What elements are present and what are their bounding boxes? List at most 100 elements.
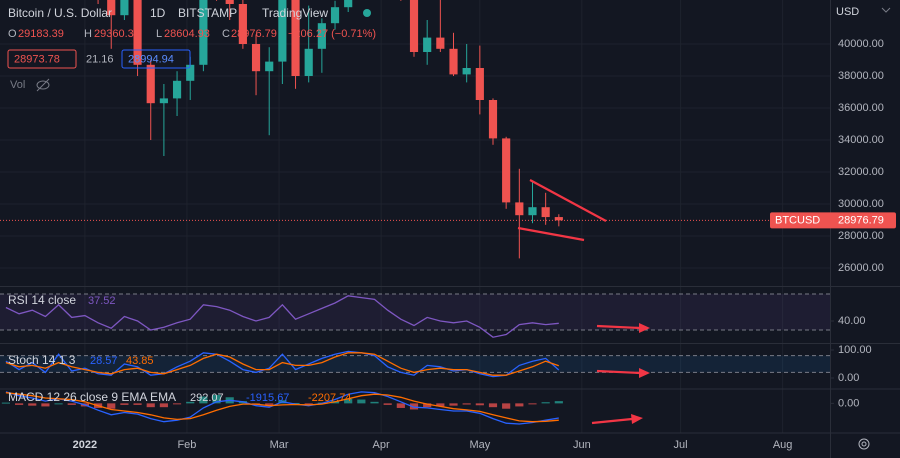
- histogram-bar: [28, 403, 37, 406]
- histogram-bar: [199, 396, 208, 404]
- y-tick-label: 0.00: [838, 397, 859, 409]
- histogram-bar: [475, 403, 484, 406]
- histogram-bar: [357, 399, 366, 404]
- ohlc-value: 29183.39: [18, 28, 64, 40]
- candle-body: [133, 0, 142, 65]
- candle-body: [409, 0, 419, 53]
- candle-body: [107, 0, 116, 16]
- candle-body: [475, 68, 484, 100]
- volume-label: Vol: [10, 79, 25, 91]
- histogram-bar: [172, 403, 182, 405]
- stoch-k-value: 28.57: [90, 355, 118, 367]
- histogram-bar: [133, 403, 142, 405]
- ohlc-label: L: [156, 28, 162, 40]
- candle-body: [304, 48, 313, 76]
- histogram-bar: [146, 403, 155, 408]
- candle-body: [449, 48, 458, 75]
- histogram-bar: [1, 402, 11, 404]
- histogram-bar: [554, 401, 563, 404]
- macd-title: MACD 12 26 close 9 EMA EMA: [8, 390, 176, 404]
- sell-price: 28973.78: [14, 53, 60, 65]
- histogram-bar: [370, 401, 379, 404]
- histogram-bar: [409, 403, 419, 410]
- histogram-bar: [41, 403, 50, 407]
- candle-body: [462, 68, 471, 75]
- y-tick-label: 32000.00: [838, 166, 884, 178]
- x-tick-label: Feb: [177, 439, 196, 451]
- settings-icon[interactable]: [858, 438, 870, 450]
- indicator-line: [5, 352, 560, 376]
- histogram-bar: [344, 398, 353, 404]
- candle-body: [317, 23, 326, 49]
- indicator-line: [5, 391, 559, 425]
- sell-box[interactable]: [7, 49, 77, 69]
- histogram-bar: [515, 403, 524, 407]
- x-tick-label: 2022: [73, 439, 97, 451]
- buy-price: 28994.94: [128, 53, 174, 65]
- signal-value: -2207.74: [308, 392, 351, 404]
- histogram-bar: [67, 403, 76, 405]
- histogram-bar: [159, 403, 168, 408]
- y-tick-label: 0.00: [838, 372, 859, 384]
- interval: 1D: [150, 6, 166, 20]
- histogram-bar: [488, 403, 498, 408]
- candle-body: [541, 207, 550, 218]
- candle-body: [344, 0, 353, 8]
- candle-body: [423, 37, 432, 52]
- price-label: 28976.79: [838, 214, 884, 226]
- histogram-bar: [541, 402, 550, 404]
- ohlc-label: O: [8, 28, 17, 40]
- price-pane: [97, 0, 563, 259]
- source: TradingView: [262, 6, 328, 20]
- spread: 21.16: [86, 53, 114, 65]
- y-tick-label: 100.00: [838, 344, 872, 356]
- x-tick-label: Aug: [773, 439, 793, 451]
- indicator-line: [5, 295, 559, 338]
- arrow-head: [639, 323, 650, 333]
- status-dot: [363, 9, 371, 17]
- y-tick-label: 38000.00: [838, 70, 884, 82]
- band-fill: [0, 355, 830, 373]
- candle-body: [186, 64, 195, 81]
- header: Bitcoin / U.S. Dollar 1D BITSTAMP Tradin…: [7, 6, 891, 450]
- candle-body: [278, 0, 287, 62]
- rsi-pane: [0, 293, 830, 338]
- candle-body: [502, 138, 511, 203]
- candle-body: [172, 80, 182, 99]
- rsi-value: 37.52: [88, 295, 116, 307]
- rsi-title: RSI 14 close: [8, 293, 76, 307]
- band-fill: [0, 294, 830, 331]
- candle-body: [515, 202, 524, 216]
- trend-line: [529, 179, 607, 222]
- histogram-bar: [462, 403, 471, 405]
- buy-box[interactable]: [121, 49, 191, 69]
- x-tick-label: Jun: [573, 439, 591, 451]
- exchange: BITSTAMP: [178, 6, 237, 20]
- change: −206.27 (−0.71%): [288, 28, 376, 40]
- candle-body: [225, 0, 234, 4]
- candle-body: [146, 64, 155, 104]
- candle-body: [265, 61, 274, 72]
- candle-body: [291, 0, 300, 77]
- ohlc-value: 28604.93: [164, 28, 210, 40]
- histogram-bar: [449, 403, 458, 406]
- histogram-bar: [436, 403, 445, 407]
- stoch-pane: [0, 350, 830, 378]
- candle-body: [199, 0, 208, 65]
- y-tick-label: 28000.00: [838, 230, 884, 242]
- menu-caret[interactable]: [881, 7, 891, 13]
- histogram-bar: [423, 403, 432, 408]
- annotations: [517, 179, 650, 425]
- x-tick-label: May: [469, 439, 490, 451]
- y-tick-label: 26000.00: [838, 262, 884, 274]
- histogram-bar: [107, 403, 116, 409]
- x-tick-label: Jul: [674, 439, 688, 451]
- histogram-bar: [120, 403, 129, 405]
- hide-icon[interactable]: [36, 78, 50, 92]
- y-tick-label: 34000.00: [838, 134, 884, 146]
- candle-body: [251, 44, 261, 72]
- ohlc-value: 28976.79: [231, 28, 277, 40]
- ohlc-label: C: [222, 28, 230, 40]
